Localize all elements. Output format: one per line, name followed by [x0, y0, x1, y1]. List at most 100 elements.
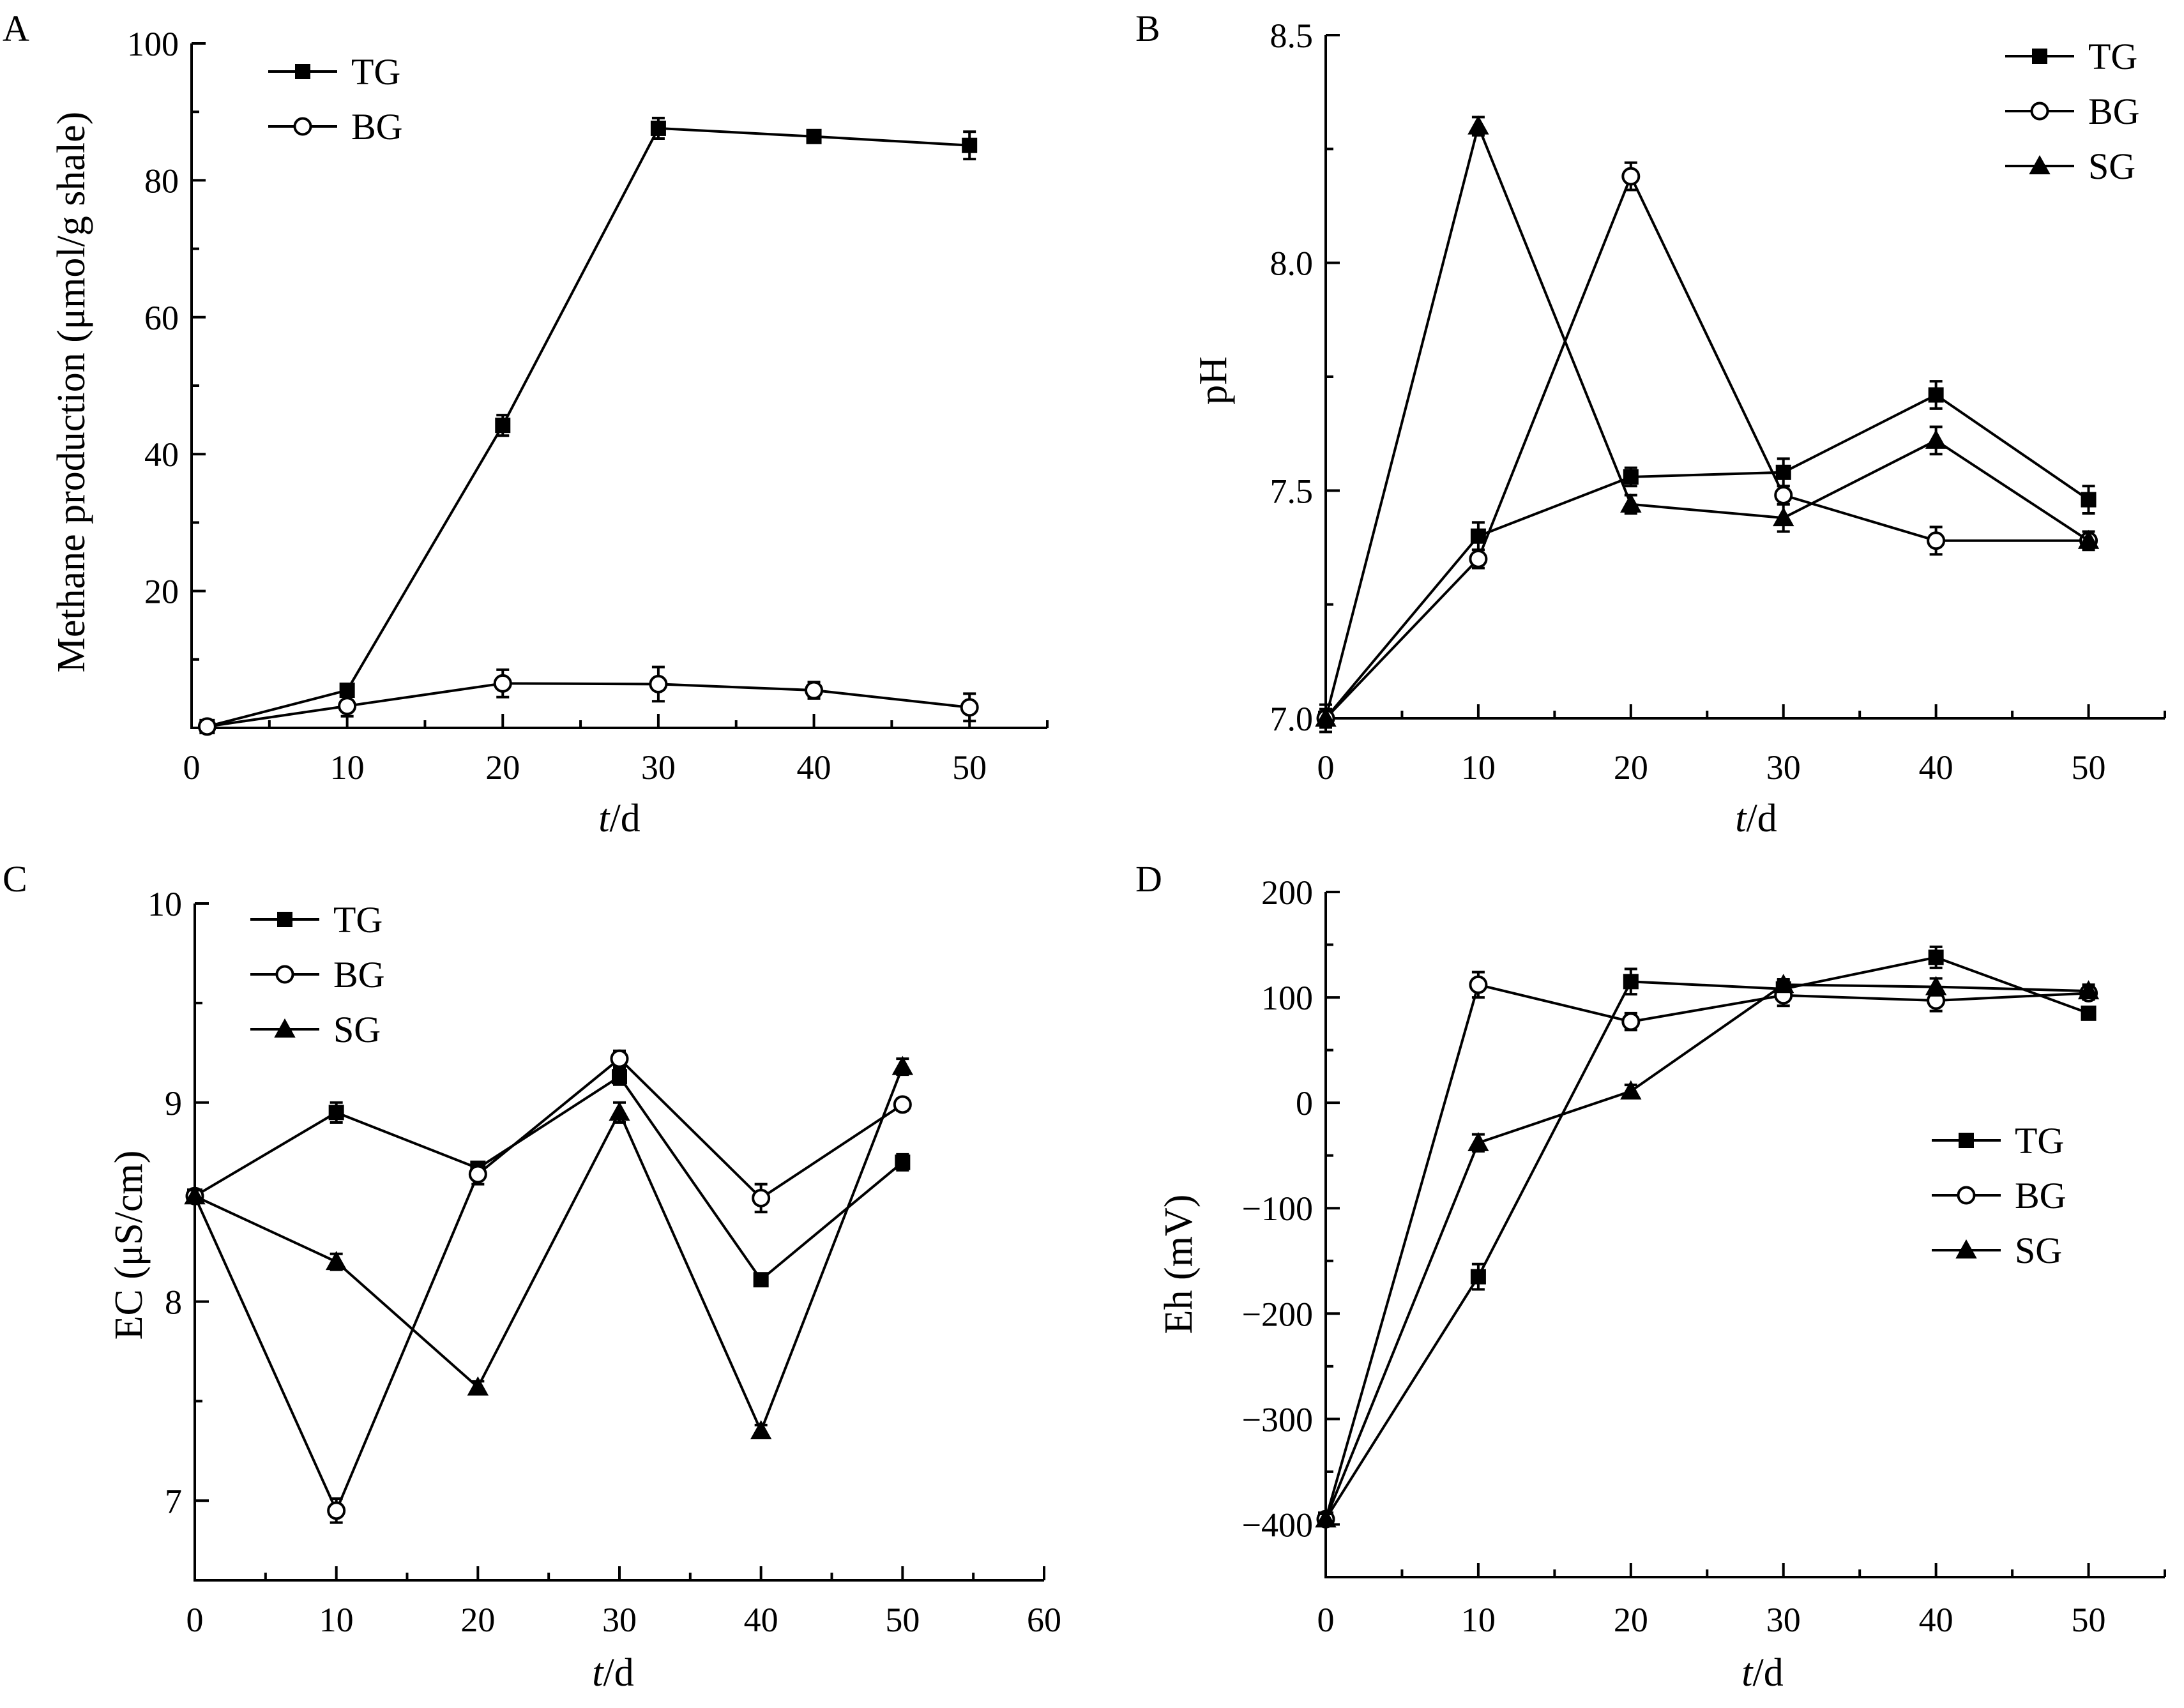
panel-d-series-bg-point: [1621, 1012, 1641, 1031]
panel-a-legend-bg-marker: [293, 117, 312, 136]
panel-b-series-bg-point: [1469, 549, 1488, 568]
panel-b-axes: [1324, 35, 2165, 720]
panel-b-series-bg-point: [1927, 531, 1946, 550]
panel-a-axes: [190, 43, 1047, 729]
panel-a-series-bg-point: [197, 717, 216, 736]
panel-d-series-tg-point: [1928, 949, 1944, 965]
panel-b-series-sg-line: [1324, 122, 2089, 719]
panel-d-series-sg-line: [1324, 983, 2089, 1520]
panel-d-series-bg-point: [1469, 975, 1488, 994]
panel-d-legend-sg-marker: [1955, 1239, 1977, 1258]
panel-b-series-bg-point: [1621, 167, 1641, 186]
panel-a-y-tick-label: 20: [144, 573, 179, 611]
panel-b-series-sg-point: [1925, 429, 1947, 449]
panel-a-series-bg-point: [493, 674, 512, 693]
panel-d-y-tick-label: −400: [1242, 1506, 1313, 1544]
panel-c-y-tick-label: 9: [165, 1084, 182, 1122]
panel-b-legend-sg-marker: [2029, 155, 2051, 174]
panel-d-x-tick-label: 30: [1766, 1601, 1801, 1639]
panel-c-legend-tg-marker: [277, 912, 292, 927]
panel-b-series-tg-point: [1928, 387, 1944, 403]
panel-d-series-sg-point: [2077, 980, 2100, 1000]
panel-c-x-tick-label: 40: [744, 1601, 778, 1639]
panel-c-y-tick-label: 7: [165, 1482, 182, 1520]
panel-b-x-axis-label: t/d: [1735, 797, 1777, 840]
panel-d-series-tg-point: [2081, 1005, 2097, 1021]
panel-b-letter: B: [1135, 8, 1160, 49]
panel-d-legend-bg-marker: [1957, 1186, 1976, 1205]
panel-c-series-bg-point: [893, 1095, 912, 1114]
panel-c-series-tg-point: [328, 1105, 344, 1121]
panel-b-series-sg-point: [1467, 115, 1489, 135]
panel-c-x-tick-label: 0: [186, 1601, 204, 1639]
panel-a-series-tg-point: [962, 137, 978, 153]
panel-d-y-tick-label: 100: [1261, 979, 1313, 1017]
panel-b-legend-tg-label: TG: [2088, 36, 2137, 77]
panel-c-series-sg-point: [750, 1420, 772, 1440]
panel-b-series-tg-point: [2081, 492, 2097, 508]
panel-b-legend-sg-label: SG: [2088, 146, 2135, 187]
panel-a-legend-tg-label: TG: [351, 51, 400, 93]
panel-d-legend-sg-label: SG: [2015, 1230, 2062, 1271]
panel-a-y-tick-label: 40: [144, 435, 179, 474]
panel-a-series-tg-point: [495, 418, 511, 434]
panel-c-letter: C: [3, 858, 27, 900]
panel-a: A Methane production (μmol/g shale) t/d …: [3, 8, 1049, 840]
panel-d-legend-bg-label: BG: [2015, 1175, 2066, 1216]
panel-c-series-bg-point: [468, 1165, 487, 1184]
panel-d-series-tg-point: [1470, 1269, 1486, 1285]
panel-a-x-tick-label: 20: [485, 748, 520, 787]
panel-c-x-tick-label: 50: [885, 1601, 920, 1639]
panel-c-legend-bg-marker: [275, 965, 294, 984]
panel-a-series-bg-line: [207, 682, 970, 728]
panel-b-series-tg-point: [1470, 528, 1486, 544]
panel-a-y-tick-label: 100: [127, 25, 179, 63]
panel-d-x-tick-label: 0: [1317, 1601, 1335, 1639]
panel-a-x-tick-label: 0: [183, 748, 201, 787]
panel-a-legend-tg-marker: [295, 64, 310, 79]
panel-b-series-tg-point: [1775, 464, 1791, 480]
panel-b-y-tick-label: 7.0: [1270, 700, 1314, 738]
panel-c-series-tg-line: [193, 1075, 904, 1282]
panel-b-series-sg-point: [2077, 529, 2100, 549]
panel-b-legend-bg-label: BG: [2088, 91, 2140, 132]
panel-d-x-tick-label: 10: [1461, 1601, 1496, 1639]
panel-c-series-sg-point: [891, 1055, 914, 1075]
panel-b-series-sg-point: [1773, 507, 1794, 527]
panel-d-x-axis-label: t/d: [1741, 1651, 1783, 1695]
panel-d-series-tg-line: [1324, 956, 2089, 1520]
panel-b-series-sg-point: [1315, 707, 1337, 727]
panel-c-legend-sg-label: SG: [333, 1009, 381, 1050]
panel-a-x-tick-label: 50: [952, 748, 987, 787]
panel-b-y-tick-label: 7.5: [1270, 472, 1314, 510]
panel-d-y-tick-label: −100: [1242, 1190, 1313, 1228]
panel-a-letter: A: [3, 8, 29, 49]
panel-a-y-axis-label: Methane production (μmol/g shale): [50, 112, 93, 673]
panel-c-series-tg-point: [612, 1069, 627, 1085]
panel-c-x-axis-label: t/d: [592, 1651, 633, 1695]
panel-b-series-sg-point: [1620, 493, 1642, 513]
panel-d-y-tick-label: −200: [1242, 1295, 1313, 1333]
panel-b-series-bg-line: [1324, 173, 2089, 720]
panel-d: D Eh (mV) t/d 0 10 20 30 40 50 −400 −300 −200 −10…: [1135, 858, 2166, 1695]
panel-d-y-tick-label: −300: [1242, 1400, 1313, 1439]
panel-c-series-tg-point: [895, 1154, 911, 1170]
panel-d-x-tick-label: 40: [1919, 1601, 1953, 1639]
panel-b-x-tick-label: 30: [1766, 748, 1801, 787]
panel-a-y-tick-label: 80: [144, 162, 179, 200]
panel-d-series-sg-point: [1925, 976, 1947, 995]
panel-b-series-bg-point: [1774, 485, 1793, 504]
panel-d-series-tg-point: [1623, 974, 1639, 990]
panel-a-x-tick-label: 30: [641, 748, 676, 787]
panel-d-x-tick-label: 20: [1614, 1601, 1648, 1639]
panel-d-series-sg-point: [1315, 1508, 1337, 1528]
panel-b-x-tick-label: 0: [1317, 748, 1335, 787]
panel-c-series-sg-point: [609, 1101, 630, 1121]
panel-d-x-tick-label: 50: [2072, 1601, 2106, 1639]
panel-b-x-tick-label: 40: [1919, 748, 1953, 787]
panel-c-y-tick-label: 8: [165, 1283, 182, 1322]
panel-a-series-tg-point: [650, 120, 666, 136]
panel-c-legend-tg-label: TG: [333, 899, 383, 941]
